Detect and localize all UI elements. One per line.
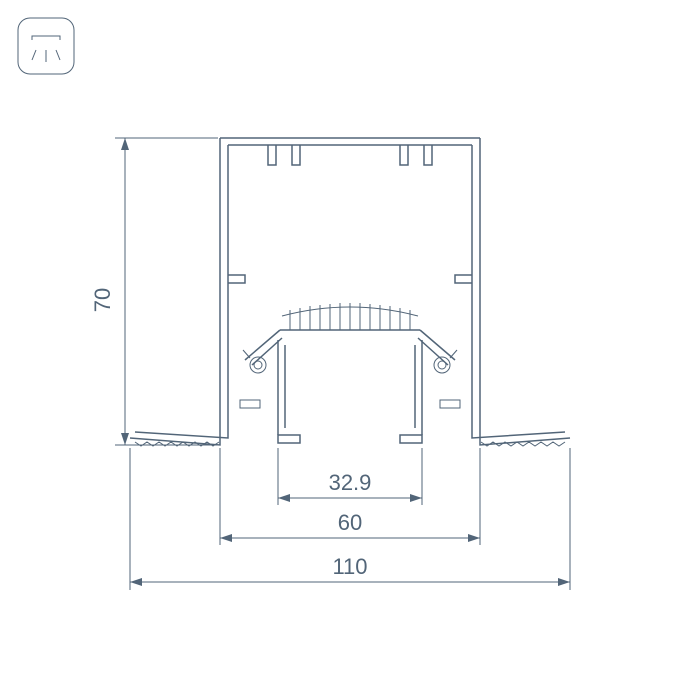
- dimension-height: 70: [90, 138, 218, 445]
- downlight-icon: [18, 18, 74, 74]
- technical-drawing: 70 32.9 60 110: [0, 0, 700, 700]
- dimension-inner-width: 32.9: [278, 448, 422, 505]
- dimension-mid-width: 60: [220, 448, 480, 545]
- dim-mid-label: 60: [338, 510, 362, 535]
- profile-cross-section: [130, 138, 570, 446]
- dim-height-label: 70: [90, 288, 115, 312]
- dim-outer-label: 110: [332, 554, 367, 579]
- heatsink-fins: [280, 303, 420, 330]
- dim-inner-label: 32.9: [329, 470, 372, 495]
